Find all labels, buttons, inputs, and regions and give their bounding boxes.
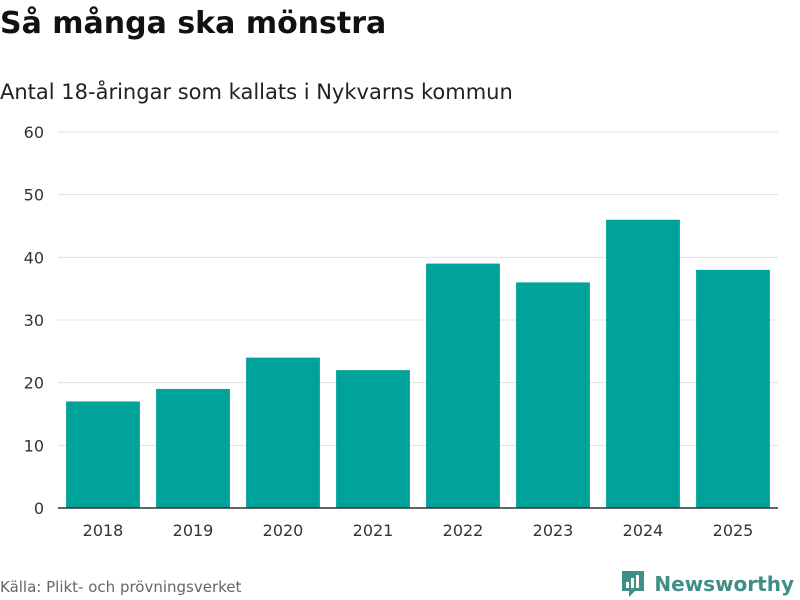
bar-2021	[336, 370, 410, 508]
y-tick-label: 50	[24, 186, 44, 205]
x-tick-label: 2025	[713, 521, 754, 540]
bar-2020	[246, 357, 320, 508]
y-tick-label: 10	[24, 436, 44, 455]
x-tick-label: 2024	[623, 521, 664, 540]
chart-subtitle: Antal 18-åringar som kallats i Nykvarns …	[0, 80, 513, 104]
y-tick-label: 20	[24, 374, 44, 393]
bar-2023	[516, 282, 590, 508]
y-tick-label: 40	[24, 248, 44, 267]
bars	[66, 219, 770, 508]
y-tick-label: 60	[24, 123, 44, 142]
x-tick-label: 2018	[83, 521, 124, 540]
bar-2024	[606, 219, 680, 508]
x-tick-label: 2021	[353, 521, 394, 540]
bar-2018	[66, 401, 140, 508]
x-tick-label: 2022	[443, 521, 484, 540]
brand-name: Newsworthy	[654, 572, 794, 596]
bar-chart-logo-icon	[622, 571, 645, 597]
brand-logo: Newsworthy	[620, 569, 794, 599]
x-tick-label: 2023	[533, 521, 574, 540]
y-axis-tick-labels: 0 10 20 30 40 50 60	[24, 123, 44, 518]
x-axis-tick-labels: 2018 2019 2020 2021 2022 2023 2024 2025	[83, 521, 754, 540]
bar-2025	[696, 269, 770, 508]
x-tick-label: 2020	[263, 521, 304, 540]
source-note: Källa: Plikt- och prövningsverket	[0, 578, 242, 596]
y-tick-label: 30	[24, 311, 44, 330]
bar-2019	[156, 388, 230, 508]
x-tick-label: 2019	[173, 521, 214, 540]
bar-2022	[426, 263, 500, 508]
chart-title: Så många ska mönstra	[0, 6, 387, 41]
y-tick-label: 0	[34, 499, 44, 518]
